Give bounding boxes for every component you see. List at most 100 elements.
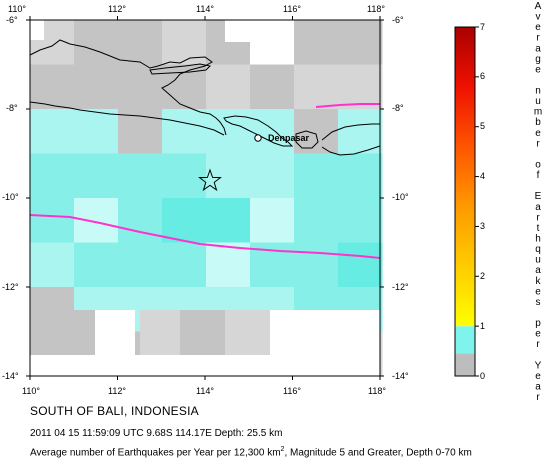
legend-title-letter: E — [535, 191, 542, 202]
legend-title-letter: t — [537, 223, 540, 234]
grid-cell — [338, 20, 383, 65]
legend-tick-6: 6 — [480, 71, 485, 81]
legend-title-letter: a — [535, 43, 541, 54]
lon-tick-bottom-2: 114° — [196, 386, 214, 396]
grid-cell — [180, 355, 270, 376]
legend-tick-0: 0 — [480, 371, 485, 381]
grid-cell — [250, 198, 295, 243]
legend-title-letter: a — [535, 202, 541, 213]
legend-tick-5: 5 — [480, 121, 485, 131]
grid-cell — [118, 64, 163, 110]
legend-tick-4: 4 — [480, 171, 485, 181]
lon-tick-bottom-3: 116° — [283, 386, 301, 396]
grid-cell — [30, 242, 75, 288]
grid-cell — [118, 242, 163, 288]
grid-cell — [74, 198, 119, 243]
legend-title-letter: a — [535, 381, 541, 392]
grid-cell — [206, 198, 251, 243]
legend-tick-3: 3 — [480, 221, 485, 231]
legend-title-letter: v — [536, 12, 541, 23]
event-details: 2011 04 15 11:59:09 UTC 9.68S 114.17E De… — [30, 428, 283, 439]
legend-title-letter: s — [536, 297, 541, 308]
grid-cell — [30, 20, 44, 40]
legend-title-letter: r — [536, 138, 540, 149]
grid-cell — [338, 64, 383, 110]
grid-cell — [118, 20, 163, 65]
legend-title-letter: r — [536, 392, 540, 403]
legend-title-letter: h — [535, 234, 541, 245]
lat-tick-right-2: -10° — [392, 192, 409, 202]
legend-title-letter: f — [537, 170, 540, 181]
lon-tick-bottom-1: 112° — [108, 386, 126, 396]
grid-cell — [74, 242, 119, 288]
grid-cell — [225, 310, 270, 355]
legend-title-letter: Y — [535, 360, 542, 371]
lat-tick-left-1: -8° — [6, 103, 18, 113]
grid-cell — [74, 20, 119, 65]
legend-color-bar — [455, 27, 475, 376]
legend-tick-7: 7 — [480, 22, 485, 32]
grid-cell — [206, 153, 251, 199]
plate-boundary-south — [29, 214, 381, 259]
plate-boundary-north — [315, 103, 380, 108]
grid-cell — [162, 109, 207, 154]
lat-tick-right-3: -12° — [392, 282, 409, 292]
grid-cell — [74, 109, 119, 154]
legend-title-letter: n — [535, 86, 541, 97]
legend-band-cyan — [455, 326, 475, 354]
legend-title-letter: e — [535, 64, 541, 75]
lon-tick-bottom-0: 110° — [22, 386, 40, 396]
legend-frame — [454, 26, 476, 377]
lat-tick-left-3: -12° — [2, 282, 19, 292]
grid-cell — [338, 109, 383, 154]
grid-cell — [225, 20, 270, 42]
bali-coastline — [223, 115, 294, 147]
grid-cell — [338, 198, 383, 243]
legend-title-letter: e — [535, 371, 541, 382]
city-label-denpasar: Denpasar — [268, 133, 310, 143]
lon-tick-bottom-4: 118° — [368, 386, 386, 396]
grid-cell — [338, 153, 383, 199]
grid-cell — [118, 153, 163, 199]
legend-title-letter: u — [535, 255, 541, 266]
grid-cell — [180, 310, 225, 355]
lat-tick-right-0: -6° — [392, 15, 404, 25]
grid-cell — [30, 198, 75, 243]
grid-cell — [250, 109, 295, 154]
lon-tick-top-2: 114° — [196, 4, 214, 14]
lon-tick-top-4: 118° — [367, 4, 385, 14]
legend-title-letter: e — [535, 286, 541, 297]
grid-cell — [294, 109, 339, 154]
grid-cell — [206, 64, 251, 110]
legend-title-letter: A — [535, 1, 542, 12]
grid-cell — [74, 153, 119, 199]
lat-tick-right-1: -8° — [392, 103, 404, 113]
legend-title-letter: m — [534, 107, 542, 118]
legend-tickmarks — [475, 26, 479, 377]
legend-tick-1: 1 — [480, 321, 485, 331]
lombok-coastline — [295, 130, 319, 149]
grid-cell — [206, 242, 251, 288]
desc-superscript: 2 — [280, 446, 285, 453]
grid-cell — [294, 198, 339, 243]
grid-cell — [162, 20, 207, 65]
grid-cell — [250, 64, 295, 110]
legend-title-letter: e — [535, 128, 541, 139]
grid-cell — [270, 310, 380, 376]
legend-title-letter: r — [536, 33, 540, 44]
grid-cell — [140, 310, 180, 355]
grid-cell — [118, 198, 163, 243]
denpasar-marker — [254, 134, 262, 142]
grid-cell — [30, 355, 180, 376]
grid-cell — [30, 109, 75, 154]
star-icon — [198, 168, 222, 192]
lon-tick-top-1: 112° — [108, 4, 126, 14]
grid-cell — [294, 242, 339, 288]
legend-tick-2: 2 — [480, 271, 485, 281]
grid-cell — [294, 64, 339, 110]
legend-band-gradient — [455, 27, 475, 327]
grid-cell — [294, 153, 339, 199]
grid-cell — [30, 153, 75, 199]
